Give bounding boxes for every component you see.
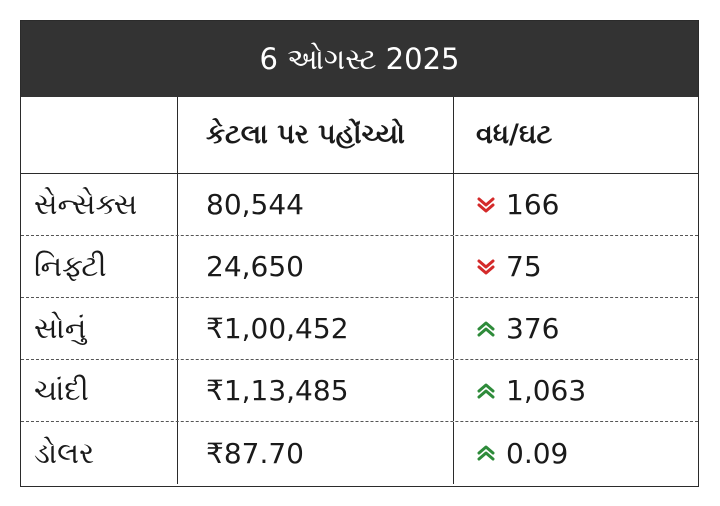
change-value: 166	[506, 188, 560, 221]
table-row: નિફ્ટી 24,650 75	[21, 236, 698, 298]
row-change: 1,063	[454, 360, 698, 421]
row-value: ₹1,13,485	[178, 360, 454, 421]
row-name: સોનું	[21, 298, 178, 359]
row-name: નિફ્ટી	[21, 236, 178, 297]
row-value: ₹1,00,452	[178, 298, 454, 359]
market-table: 6 ઓગસ્ટ 2025 કેટલા પર પહોંચ્યો વધ/ઘટ સેન…	[20, 20, 699, 487]
row-change: 166	[454, 174, 698, 235]
table-row: સેન્સેક્સ 80,544 166	[21, 174, 698, 236]
chevron-double-up-icon	[476, 381, 496, 401]
change-value: 0.09	[506, 436, 569, 470]
row-name: ચાંદી	[21, 360, 178, 421]
row-change: 75	[454, 236, 698, 297]
row-value: ₹87.70	[178, 422, 454, 484]
change-value: 75	[506, 250, 542, 283]
chevron-double-down-icon	[476, 257, 496, 277]
chevron-double-up-icon	[476, 443, 496, 463]
header-change: વધ/ઘટ	[476, 119, 553, 150]
change-value: 376	[506, 312, 560, 345]
change-value: 1,063	[506, 374, 587, 407]
row-change: 376	[454, 298, 698, 359]
header-name	[21, 97, 178, 173]
row-value: 24,650	[178, 236, 454, 297]
table-title: 6 ઓગસ્ટ 2025	[21, 21, 698, 97]
chevron-double-up-icon	[476, 319, 496, 339]
row-name: સેન્સેક્સ	[21, 174, 178, 235]
table-row: ડોલર ₹87.70 0.09	[21, 422, 698, 484]
table-row: ચાંદી ₹1,13,485 1,063	[21, 360, 698, 422]
row-value: 80,544	[178, 174, 454, 235]
table-row: સોનું ₹1,00,452 376	[21, 298, 698, 360]
row-name: ડોલર	[21, 422, 178, 484]
header-value: કેટલા પર પહોંચ્યો	[178, 97, 454, 173]
row-change: 0.09	[454, 422, 698, 484]
chevron-double-down-icon	[476, 195, 496, 215]
header-row: કેટલા પર પહોંચ્યો વધ/ઘટ	[21, 97, 698, 174]
